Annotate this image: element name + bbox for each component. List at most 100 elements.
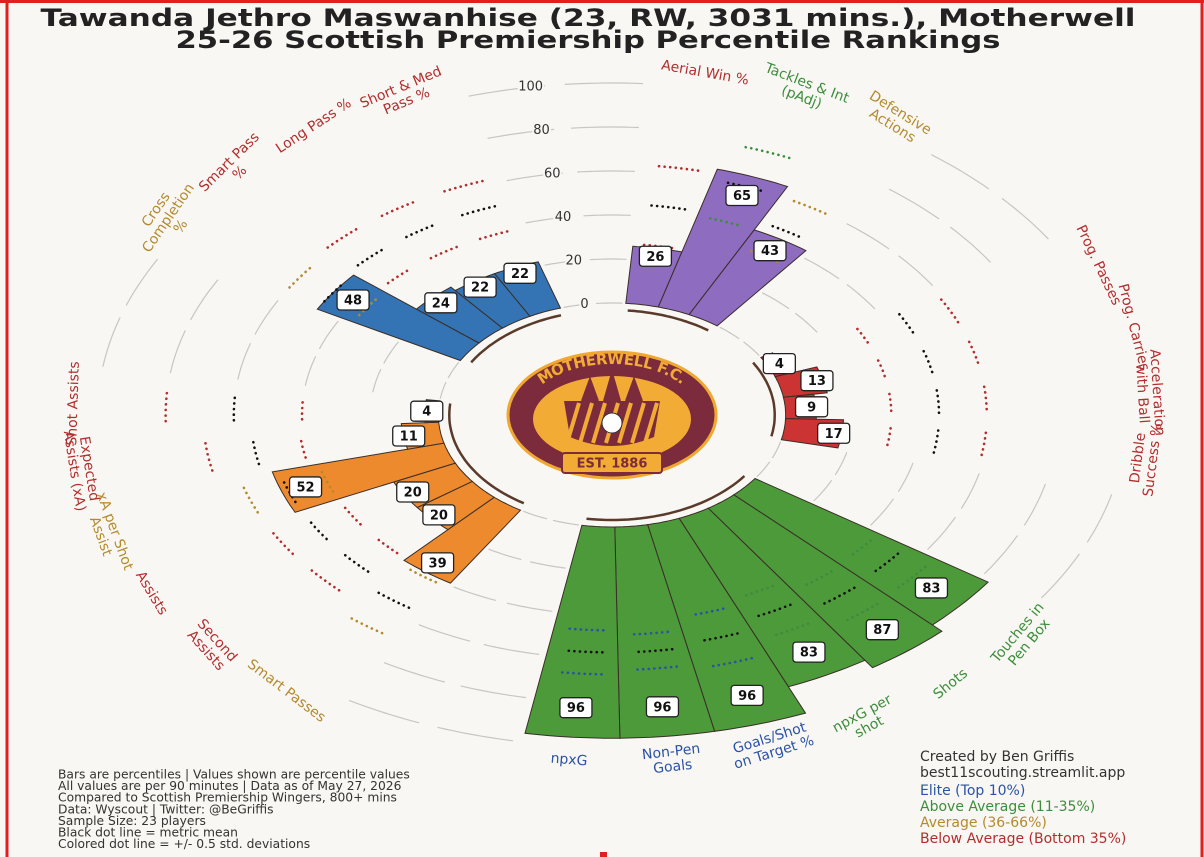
value-box bbox=[865, 619, 899, 641]
value-box bbox=[559, 697, 593, 719]
std-dots bbox=[847, 539, 872, 559]
bar bbox=[524, 524, 621, 739]
value-label: 22 bbox=[511, 267, 529, 282]
value-box bbox=[645, 696, 680, 718]
logo-ball bbox=[601, 412, 623, 434]
grid-line bbox=[237, 343, 252, 380]
value-label: 24 bbox=[432, 296, 450, 311]
std-dots bbox=[843, 602, 879, 623]
grid-line bbox=[564, 82, 644, 85]
credit: best11scouting.streamlit.app bbox=[920, 765, 1125, 781]
grid-line bbox=[529, 561, 566, 569]
grid-line bbox=[453, 586, 497, 601]
mean-dots bbox=[699, 632, 739, 643]
y-tick-label: 20 bbox=[566, 253, 583, 268]
std-dots bbox=[979, 431, 988, 460]
value-box bbox=[420, 552, 455, 574]
std-dots bbox=[885, 427, 892, 449]
mean-dots bbox=[461, 204, 498, 217]
grid-line bbox=[439, 381, 447, 399]
std-dots bbox=[374, 536, 399, 555]
std-dots bbox=[300, 396, 305, 421]
grid-line bbox=[125, 258, 159, 306]
mean-dots bbox=[932, 429, 940, 455]
grid-line bbox=[583, 214, 631, 217]
grid-line bbox=[756, 461, 771, 478]
grid-line bbox=[383, 662, 445, 683]
footnote: Compared to Scottish Premiership Wingers… bbox=[58, 791, 397, 805]
value-box bbox=[753, 240, 787, 262]
credit: Created by Ben Griffis bbox=[920, 749, 1074, 765]
std-dots bbox=[744, 145, 791, 160]
std-dots bbox=[380, 199, 418, 218]
mean-dots bbox=[356, 247, 386, 267]
mean-dots bbox=[323, 280, 347, 303]
value-label: 96 bbox=[653, 700, 671, 715]
grid-line bbox=[488, 548, 522, 561]
grid-line bbox=[418, 624, 471, 642]
mean-dots bbox=[377, 591, 411, 609]
std-dots bbox=[792, 199, 830, 217]
grid-line bbox=[348, 699, 420, 724]
grid-line bbox=[190, 279, 219, 321]
grid-line bbox=[1023, 483, 1047, 526]
logo-banner bbox=[561, 452, 663, 474]
value-label: 20 bbox=[430, 508, 448, 523]
mean-dots bbox=[922, 349, 934, 375]
value-label: 39 bbox=[429, 556, 447, 571]
grid-line bbox=[898, 255, 934, 287]
std-dots bbox=[204, 441, 214, 472]
grid-line bbox=[719, 326, 740, 340]
value-box bbox=[503, 262, 537, 284]
std-dots bbox=[742, 584, 775, 598]
grid-line bbox=[846, 223, 890, 250]
value-box bbox=[410, 400, 444, 422]
value-box bbox=[424, 292, 458, 314]
grid-line bbox=[870, 498, 895, 526]
grid-line bbox=[468, 85, 546, 97]
std-dots bbox=[557, 670, 603, 676]
y-tick-label: 100 bbox=[518, 80, 543, 95]
std-dots bbox=[708, 217, 744, 228]
logo-stripe bbox=[578, 402, 594, 444]
value-box bbox=[762, 352, 796, 375]
value-label: 96 bbox=[738, 689, 756, 704]
mean-dots bbox=[935, 389, 941, 415]
group-arc bbox=[627, 309, 709, 332]
std-dots bbox=[709, 656, 753, 668]
grid-line bbox=[834, 452, 848, 476]
grid-line bbox=[506, 172, 563, 182]
mean-dots bbox=[232, 393, 237, 422]
mean-dots bbox=[342, 552, 370, 573]
grid-line bbox=[563, 303, 590, 308]
mean-dots bbox=[562, 649, 604, 654]
mean-dots bbox=[281, 478, 297, 504]
std-dots bbox=[320, 470, 335, 493]
grid-line bbox=[254, 300, 279, 335]
value-box bbox=[817, 422, 851, 444]
y-tick-label: 40 bbox=[555, 210, 572, 225]
value-box bbox=[392, 425, 426, 447]
value-label: 20 bbox=[404, 485, 422, 500]
std-dots bbox=[346, 614, 384, 635]
grid-line bbox=[169, 330, 186, 374]
std-dots bbox=[342, 505, 362, 526]
footnote: Colored dot line = +/- 0.5 std. deviatio… bbox=[58, 837, 310, 851]
grid-line bbox=[743, 341, 760, 357]
value-label: 26 bbox=[646, 250, 664, 265]
chart-subtitle: 25-26 Scottish Premiership Percentile Ra… bbox=[176, 26, 1001, 54]
grid-line bbox=[595, 302, 623, 305]
std-dots bbox=[657, 164, 701, 173]
y-tick-label: 80 bbox=[533, 123, 550, 138]
std-dots bbox=[803, 570, 833, 587]
std-dots bbox=[888, 392, 893, 415]
std-dots bbox=[940, 298, 960, 325]
std-dots bbox=[407, 567, 438, 584]
value-box bbox=[336, 289, 370, 311]
std-dots bbox=[326, 227, 359, 249]
std-dots bbox=[897, 565, 927, 589]
grid-line bbox=[437, 726, 514, 742]
grid-line bbox=[552, 519, 579, 526]
logo: MOTHERWELL F.C.EST. 1886 bbox=[506, 349, 718, 480]
